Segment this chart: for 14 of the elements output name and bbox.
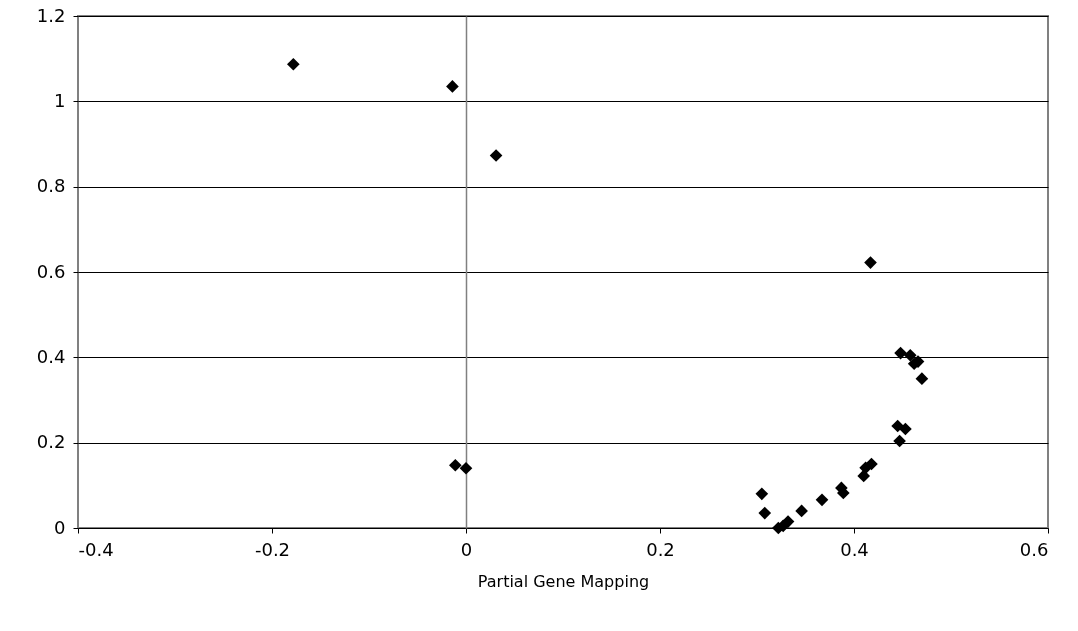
y-tick-label: 0.2	[36, 431, 66, 453]
x-tick-label: -0.2	[254, 538, 291, 560]
x-tick-label: 0.2	[646, 538, 675, 560]
y-tick-label: 0.4	[36, 345, 66, 367]
x-tick-label: -0.4	[78, 538, 114, 560]
x-tick-label: 0.4	[840, 538, 869, 560]
y-tick-label: 0	[54, 516, 66, 538]
y-tick-label: 0.8	[36, 175, 66, 197]
x-tick-label: 0	[460, 538, 473, 560]
y-tick-label: 0.6	[36, 260, 66, 282]
y-tick-label: 1.2	[36, 4, 66, 26]
x-tick-label: 0.6	[1019, 538, 1049, 560]
y-tick-label: 1	[54, 89, 66, 111]
x-axis-title: Partial Gene Mapping	[477, 571, 650, 591]
